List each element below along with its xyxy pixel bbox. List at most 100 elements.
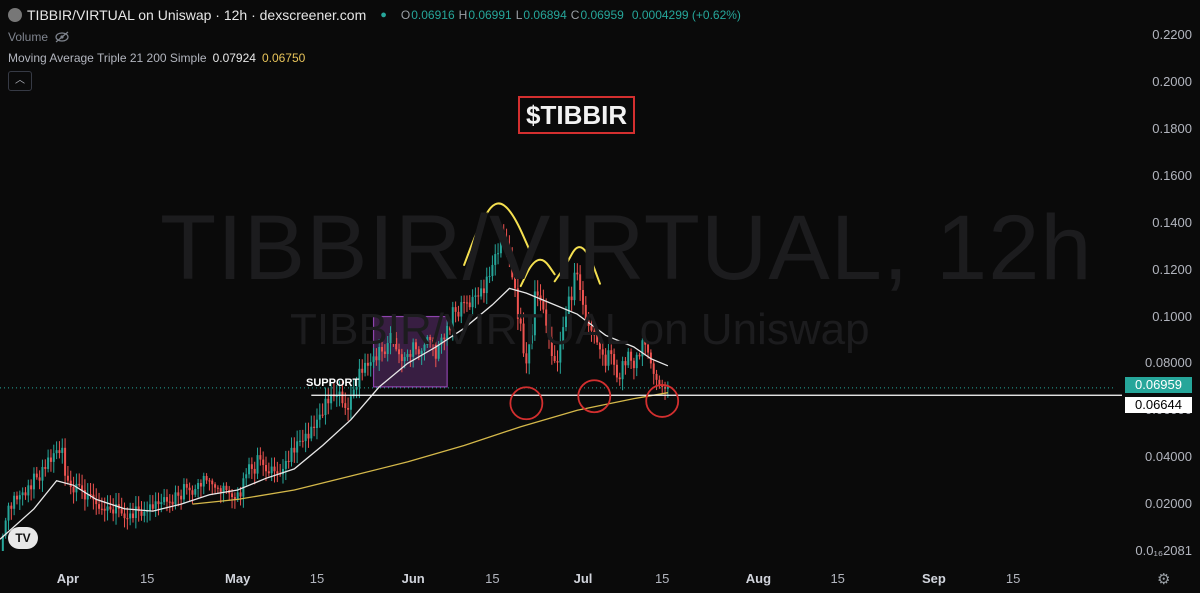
candle-down — [265, 465, 268, 472]
last-price-label: 0.06959 — [1125, 377, 1192, 393]
candle-down — [293, 447, 296, 453]
candle-down — [477, 295, 480, 297]
candle-up — [47, 457, 50, 469]
candle-down — [35, 473, 38, 478]
candle-down — [126, 518, 129, 520]
candle-down — [417, 349, 420, 355]
candle-up — [364, 362, 367, 373]
candle-up — [75, 483, 78, 493]
candle-up — [497, 253, 500, 255]
candle-up — [21, 492, 24, 496]
candle-down — [361, 368, 364, 373]
candle-down — [313, 426, 316, 429]
x-tick-label: 15 — [654, 571, 670, 586]
candle-down — [644, 340, 647, 345]
candle-up — [13, 495, 16, 509]
candle-down — [584, 304, 587, 321]
candle-down — [448, 325, 451, 331]
candle-down — [514, 277, 517, 289]
indicator-value-slow: 0.06750 — [261, 51, 306, 65]
candle-down — [516, 288, 519, 319]
candle-up — [1, 535, 4, 551]
y-tick-label: 0.08000 — [1145, 355, 1192, 371]
candle-up — [533, 291, 536, 336]
watermark-symbol: TIBBIR/VIRTUAL, 12h — [160, 197, 1093, 299]
candle-down — [539, 295, 542, 301]
candle-down — [457, 311, 460, 317]
candle-up — [86, 493, 89, 500]
candle-up — [143, 511, 146, 516]
candle-down — [112, 509, 115, 514]
candle-down — [548, 325, 551, 338]
watermark-exchange: TIBBIR/VIRTUAL on Uniswap — [290, 305, 870, 354]
x-tick-label: May — [225, 571, 251, 586]
candle-down — [415, 342, 418, 350]
candle-up — [310, 426, 313, 439]
candle-down — [180, 495, 183, 500]
tradingview-logo[interactable]: TV — [8, 527, 38, 549]
candle-up — [41, 466, 44, 481]
candle-up — [115, 504, 118, 514]
candle-down — [525, 353, 528, 364]
candle-down — [69, 480, 72, 487]
settings-gear-icon[interactable]: ⚙ — [1157, 571, 1171, 588]
symbol-title[interactable]: TIBBIR/VIRTUAL on Uniswap · 12h · dexscr… — [27, 7, 367, 23]
candle-up — [7, 505, 10, 521]
candle-up — [627, 351, 630, 366]
candle-down — [211, 480, 214, 485]
eye-hidden-icon[interactable] — [54, 31, 70, 43]
candle-up — [440, 337, 443, 345]
candle-down — [89, 493, 92, 495]
candle-down — [341, 391, 344, 404]
y-tick-label: 0.1200 — [1152, 261, 1192, 277]
candle-down — [276, 471, 279, 474]
collapse-legend-button[interactable]: ︿ — [8, 71, 32, 91]
indicator-label: Moving Average Triple 21 200 Simple — [8, 51, 207, 65]
candle-down — [205, 475, 208, 481]
candle-up — [304, 433, 307, 442]
candle-down — [601, 349, 604, 355]
candle-down — [590, 325, 593, 331]
candle-down — [347, 407, 350, 410]
candle-down — [545, 309, 548, 326]
candle-down — [100, 508, 103, 510]
candle-up — [621, 361, 624, 380]
candle-down — [267, 471, 270, 474]
candle-up — [641, 340, 644, 357]
candle-up — [32, 473, 35, 490]
candle-up — [494, 254, 497, 265]
volume-label: Volume — [8, 30, 49, 44]
candle-up — [290, 447, 293, 462]
candle-down — [604, 354, 607, 366]
candle-down — [250, 464, 253, 469]
candle-down — [208, 480, 211, 482]
candle-down — [381, 347, 384, 352]
candle-down — [321, 414, 324, 416]
candle-up — [349, 396, 352, 410]
volume-legend[interactable]: Volume — [8, 30, 70, 44]
candle-up — [635, 354, 638, 369]
candle-up — [318, 414, 321, 420]
candle-up — [296, 441, 299, 453]
indicator-legend[interactable]: Moving Average Triple 21 200 Simple 0.079… — [8, 51, 305, 65]
candle-up — [202, 475, 205, 487]
candle-down — [66, 475, 69, 481]
candle-down — [231, 493, 234, 498]
candle-up — [256, 455, 259, 474]
x-tick-label: 15 — [485, 571, 500, 586]
candle-down — [78, 483, 81, 486]
candle-down — [64, 447, 67, 476]
candle-down — [168, 501, 171, 503]
ma-200-line — [192, 392, 669, 505]
candle-up — [386, 343, 389, 355]
candle-up — [451, 307, 454, 331]
candle-down — [287, 460, 290, 462]
ma-21-line — [0, 287, 669, 540]
candle-up — [154, 501, 157, 509]
ohlc-open: O0.06916 — [400, 8, 455, 22]
candle-down — [140, 511, 143, 516]
candle-up — [18, 495, 21, 500]
candle-down — [409, 354, 412, 357]
